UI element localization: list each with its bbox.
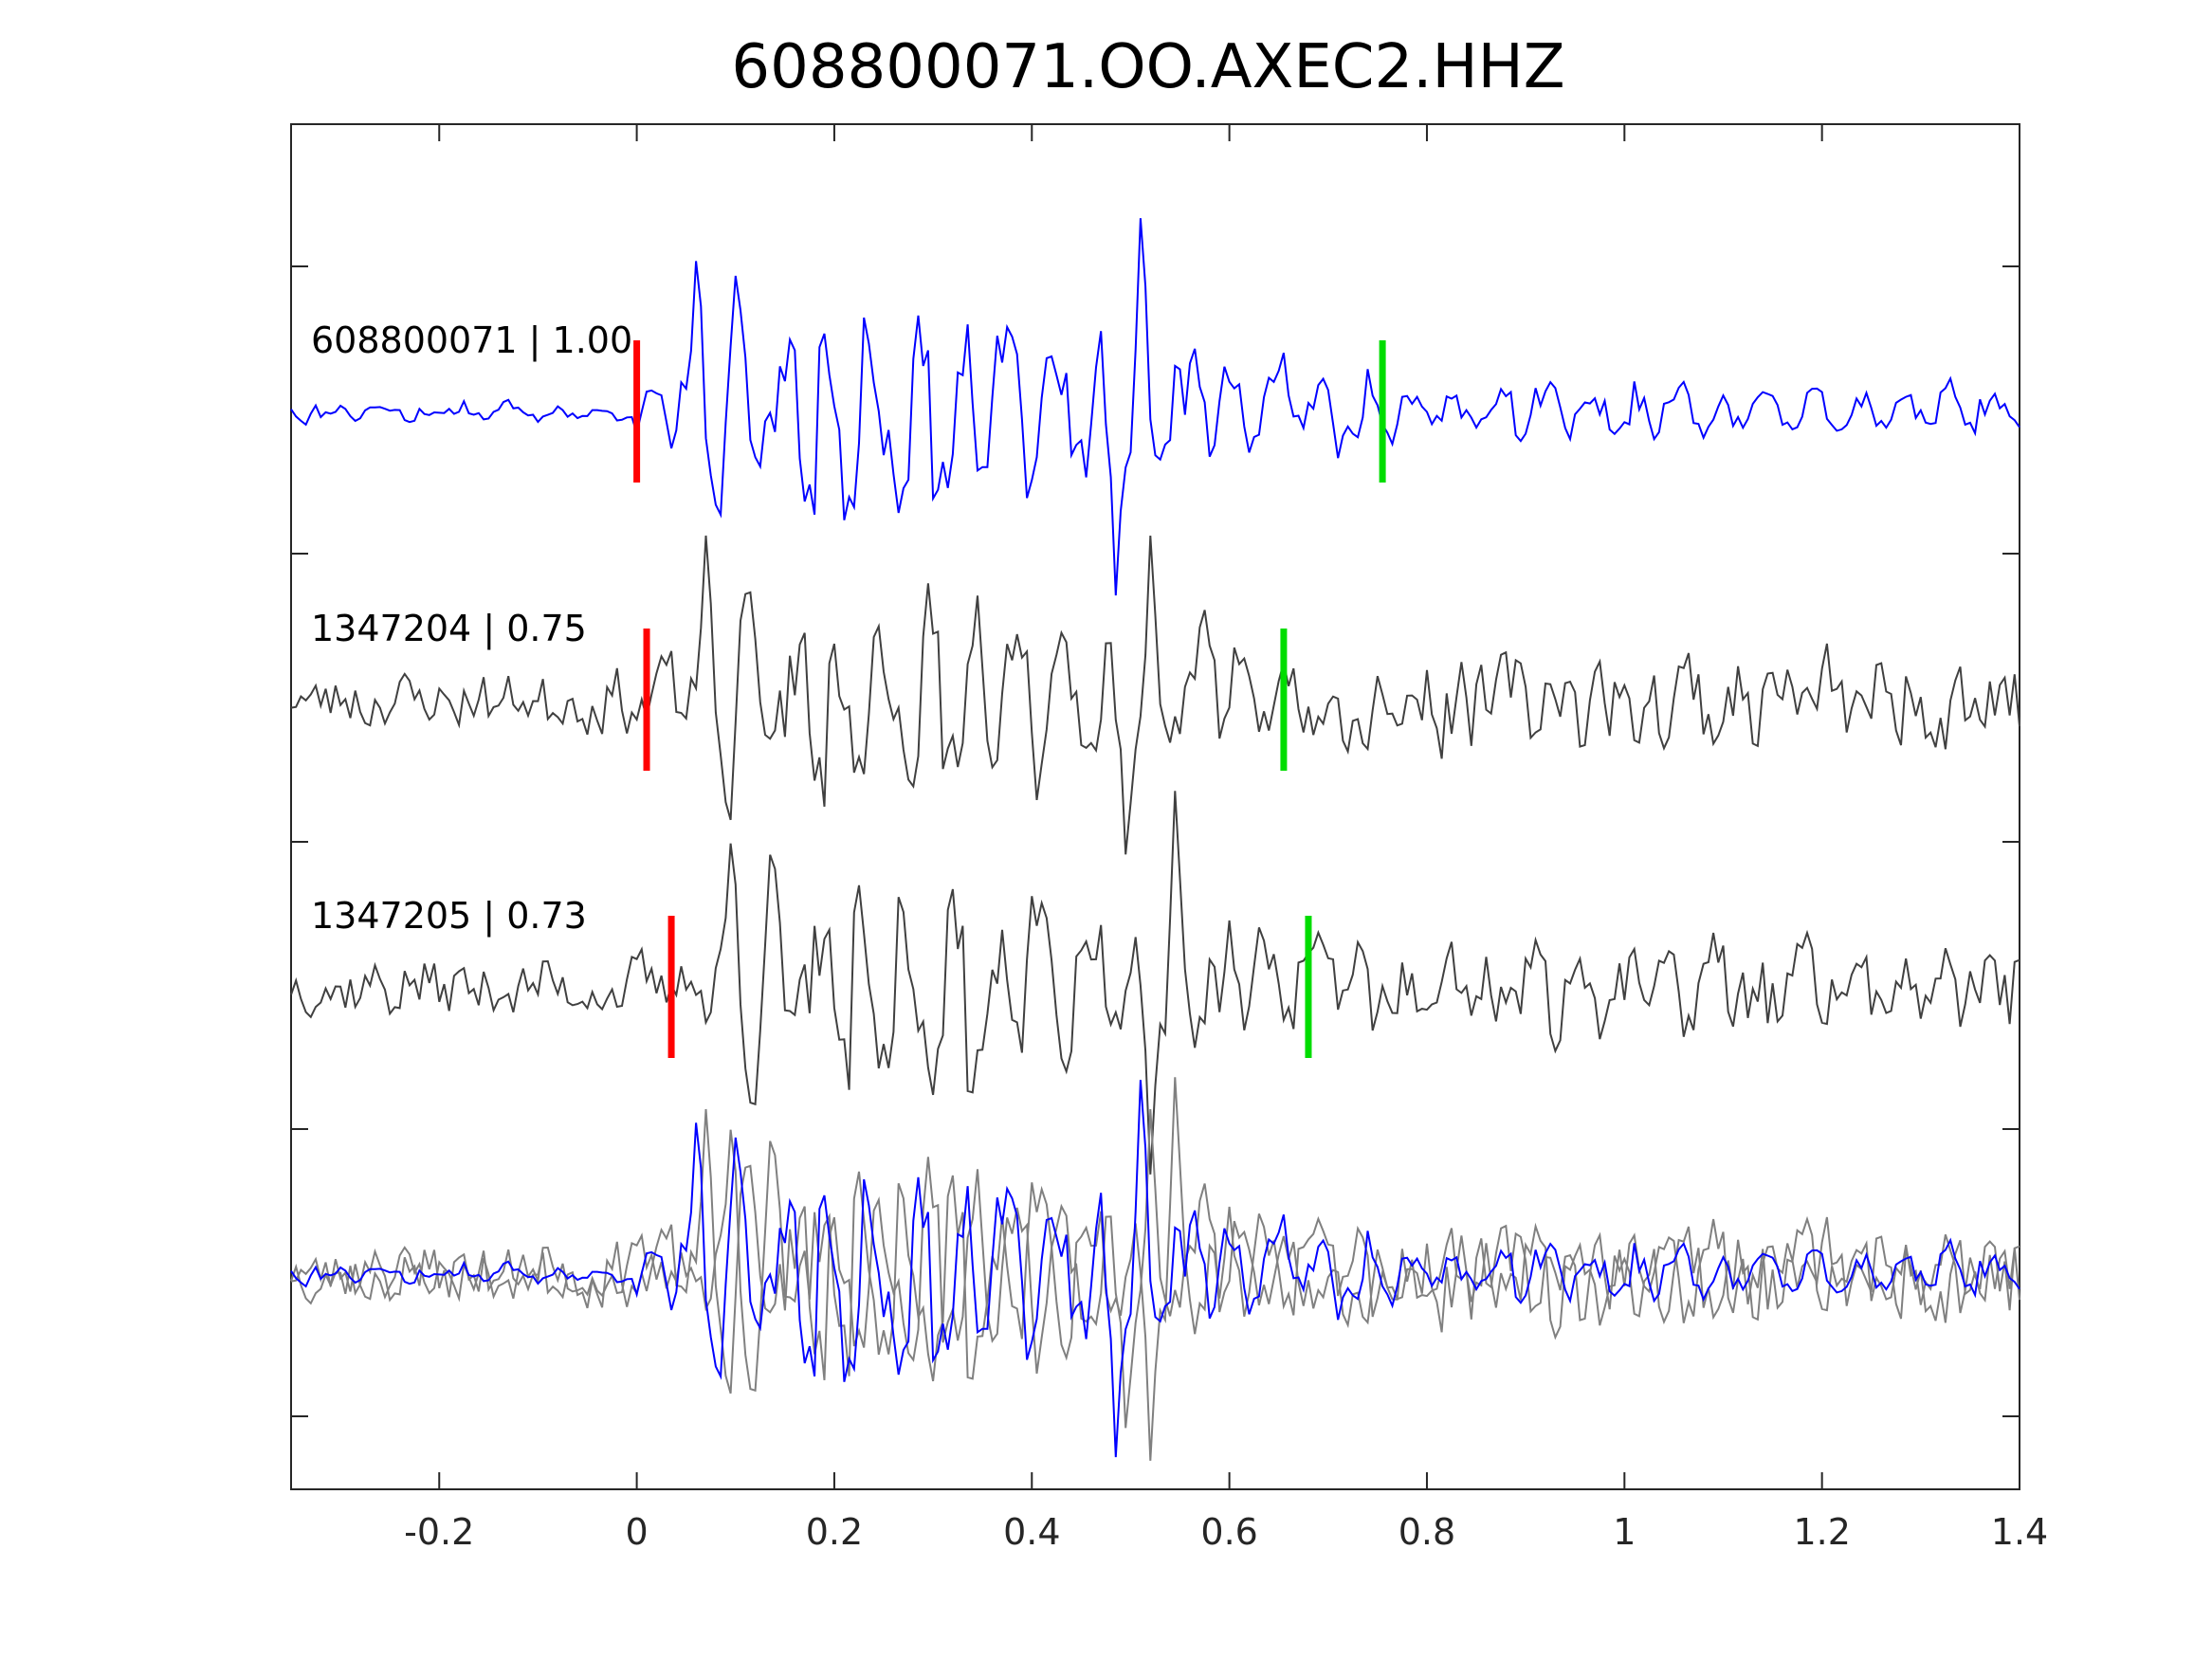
x-tick-label: 1.2: [1793, 1511, 1850, 1553]
plot-area-frame: [290, 123, 2020, 1490]
trace-1347204: [290, 535, 2020, 855]
overlay-trace-1347205: [290, 1077, 2020, 1461]
x-tick-label: 0: [626, 1511, 649, 1553]
trace-label: 1347205 | 0.73: [311, 895, 587, 938]
trace-labels: 608800071 | 1.00 1347204 | 0.75 1347205 | …: [311, 319, 632, 938]
overlay-group: [290, 1077, 2020, 1461]
trace-label: 608800071 | 1.00: [311, 319, 632, 362]
trace-608800071: [290, 218, 2020, 596]
trace-1347205: [290, 791, 2020, 1175]
x-axis: -0.2 0 0.2 0.4 0.6 0.8 1 1.2 1.4: [404, 124, 2048, 1553]
traces-group: [290, 218, 2020, 1175]
chart-title: 608800071.OO.AXEC2.HHZ: [731, 32, 1564, 102]
trace-label: 1347204 | 0.75: [311, 608, 587, 650]
picks-group: [633, 340, 1386, 1058]
y-axis: [291, 265, 2020, 1417]
x-tick-label: 0.6: [1200, 1511, 1257, 1553]
x-tick-label: 0.4: [1003, 1511, 1060, 1553]
overlay-trace-608800071: [290, 1080, 2020, 1458]
x-tick-label: 0.8: [1398, 1511, 1455, 1553]
x-tick-label: 1: [1613, 1511, 1636, 1553]
x-tick-label: -0.2: [404, 1511, 474, 1553]
x-tick-label: 0.2: [806, 1511, 863, 1553]
x-tick-label: 1.4: [1991, 1511, 2048, 1553]
